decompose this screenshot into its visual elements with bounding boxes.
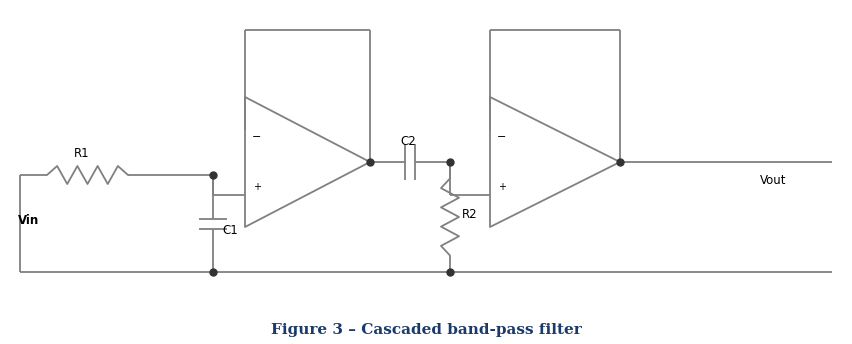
Text: R1: R1 — [74, 147, 89, 160]
Text: Vin: Vin — [18, 214, 39, 226]
Text: −: − — [498, 132, 507, 142]
Text: C2: C2 — [400, 135, 416, 148]
Text: R2: R2 — [462, 208, 478, 222]
Text: Figure 3 – Cascaded band-pass filter: Figure 3 – Cascaded band-pass filter — [271, 323, 581, 337]
Text: C1: C1 — [222, 224, 238, 237]
Text: +: + — [253, 182, 261, 192]
Text: −: − — [252, 132, 262, 142]
Text: Vout: Vout — [760, 173, 786, 186]
Text: +: + — [498, 182, 506, 192]
